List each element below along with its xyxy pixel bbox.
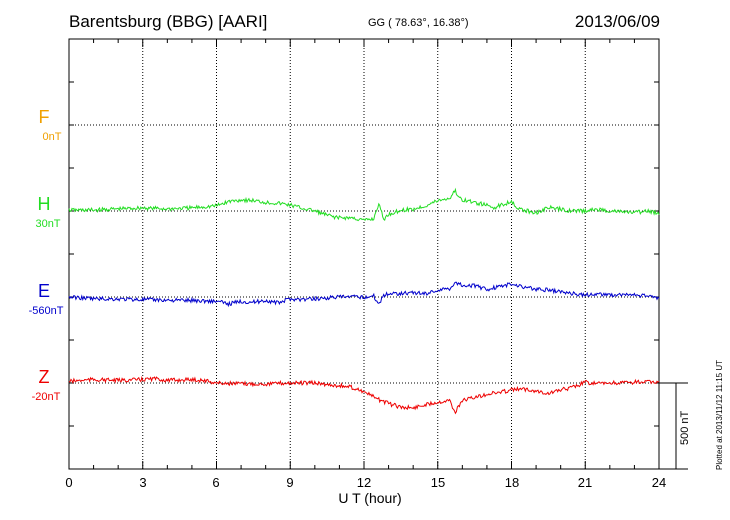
series-line-z <box>68 375 660 415</box>
x-tick-label: 6 <box>212 475 220 490</box>
baseline-f: 0nT <box>42 131 62 143</box>
series-line-h <box>68 187 660 222</box>
baseline-z: -20nT <box>31 391 61 403</box>
plotted-timestamp: Plotted at 2013/11/12 11:15 UT <box>715 359 724 470</box>
x-tick-label: 3 <box>139 475 147 490</box>
x-tick-label: 15 <box>430 475 446 490</box>
grid <box>69 39 659 469</box>
series-label-e: E <box>37 281 50 301</box>
series-label-z: Z <box>38 367 50 387</box>
scale-bar-label: 500 nT <box>679 410 691 445</box>
plot-frame <box>68 38 660 470</box>
x-tick-label: 9 <box>286 475 294 490</box>
station-title: Barentsburg (BBG) [AARI] <box>69 12 268 31</box>
x-axis-label: U T (hour) <box>338 490 402 506</box>
x-tick-label: 24 <box>651 475 667 490</box>
date-label: 2013/06/09 <box>574 12 660 31</box>
coordinates-label: GG ( 78.63°, 16.38°) <box>368 17 469 29</box>
x-tick-label: 18 <box>504 475 520 490</box>
x-tick-label: 0 <box>65 475 73 490</box>
x-tick-label: 12 <box>356 475 372 490</box>
x-tick-label: 21 <box>577 475 593 490</box>
baseline-h: 30nT <box>35 218 61 230</box>
series-line-e <box>68 281 660 308</box>
baseline-e: -560nT <box>28 305 64 317</box>
series-label-h: H <box>37 194 51 214</box>
series-label-f: F <box>38 107 50 127</box>
x-ticks <box>68 39 660 469</box>
scale-bar <box>659 382 688 470</box>
series-lines <box>68 187 660 415</box>
